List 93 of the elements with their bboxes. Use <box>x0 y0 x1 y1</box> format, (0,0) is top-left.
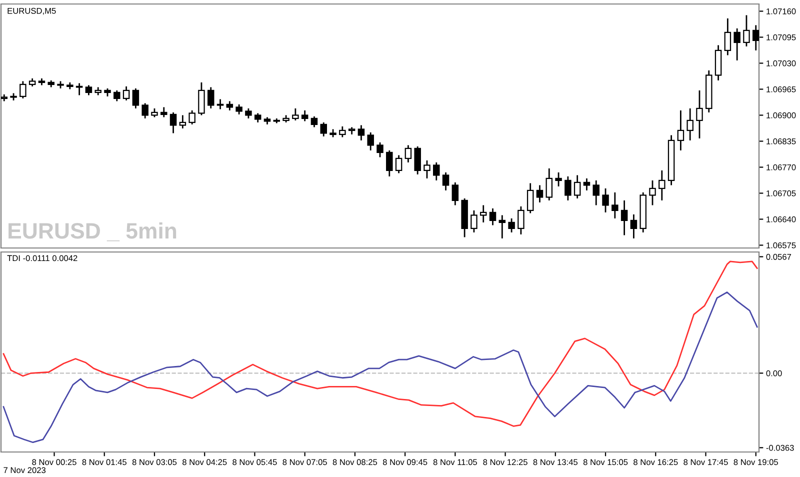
x-tick-label: 8 Nov 05:45 <box>232 459 277 466</box>
y-tick-label: 1.07030 <box>766 60 796 66</box>
candlestick <box>142 102 148 120</box>
line-series <box>2 292 758 444</box>
x-tick-label: 8 Nov 00:25 <box>32 459 76 466</box>
candlestick <box>160 106 168 118</box>
x-tick-label: 8 Nov 15:05 <box>583 459 628 466</box>
candlestick <box>470 210 478 234</box>
candlestick <box>414 146 421 176</box>
y-tick-label: 1.06965 <box>766 86 796 92</box>
candlestick <box>20 80 26 100</box>
candlestick <box>320 122 327 138</box>
candlestick <box>236 104 242 116</box>
candlestick <box>339 126 346 138</box>
x-tick-label: 8 Nov 13:45 <box>533 459 578 466</box>
candlestick <box>734 28 740 62</box>
candlestick <box>216 98 224 110</box>
x-tick-label: 8 Nov 03:05 <box>132 459 177 466</box>
candlestick <box>536 184 544 204</box>
candlestick <box>132 88 140 110</box>
candlestick <box>376 142 384 158</box>
chart-title: TDI -0.0111 0.0042 <box>7 255 78 262</box>
candlestick <box>583 178 590 192</box>
x-tick-label: 8 Nov 01:45 <box>82 459 126 466</box>
candlestick <box>564 176 572 202</box>
x-tick-label: 8 Nov 16:25 <box>634 459 678 466</box>
candlestick <box>245 108 252 120</box>
chart-title: EURUSD,M5 <box>8 8 56 15</box>
candlestick <box>649 180 656 206</box>
candlestick <box>480 204 487 224</box>
candlestick <box>508 218 515 234</box>
candlestick <box>76 82 83 96</box>
y-tick-label: 1.06770 <box>766 164 796 170</box>
x-tick-label: 8 Nov 08:25 <box>332 459 378 466</box>
y-tick-label: 1.06835 <box>766 138 796 144</box>
x-tick-label: 8 Nov 09:45 <box>382 459 428 466</box>
candlestick <box>620 200 628 236</box>
y-tick-label: -0.0363 <box>766 444 794 451</box>
candlestick <box>404 144 412 164</box>
candlestick <box>743 14 750 48</box>
candlestick <box>179 114 186 130</box>
candlestick <box>198 82 205 116</box>
candlestick <box>574 174 581 200</box>
candlestick <box>207 86 214 110</box>
candlestick <box>612 192 618 220</box>
candlestick <box>686 108 694 142</box>
candlestick <box>424 160 430 180</box>
candlestick <box>555 172 562 188</box>
x-tick-label: 8 Nov 17:45 <box>684 459 728 466</box>
candlestick <box>518 206 524 236</box>
x-tick-label: 8 Nov 19:05 <box>734 459 778 466</box>
candlestick <box>292 108 299 122</box>
candlestick <box>85 84 92 96</box>
candlestick <box>630 214 638 240</box>
candlestick <box>188 110 196 126</box>
y-tick-label: 1.06705 <box>766 190 796 196</box>
candlestick <box>489 208 496 226</box>
y-tick-label: 0.00 <box>766 370 782 376</box>
x-tick-label: 8 Nov 04:25 <box>182 459 227 466</box>
x-tick-label: 8 Nov 07:05 <box>282 459 327 466</box>
candlestick <box>254 112 262 124</box>
candlestick <box>114 90 120 102</box>
line-series <box>2 260 758 427</box>
candlestick <box>592 180 600 206</box>
candlestick <box>452 182 459 206</box>
candlestick <box>433 162 440 182</box>
candlestick <box>546 168 553 202</box>
x-tick-label: 8 Nov 12:25 <box>483 459 528 466</box>
candlestick <box>122 86 130 102</box>
candlestick <box>386 150 393 178</box>
candlestick <box>395 154 402 174</box>
candlestick <box>367 132 374 152</box>
candlestick <box>696 90 703 140</box>
candlestick <box>602 188 609 214</box>
y-tick-label: 1.07095 <box>766 34 796 40</box>
candlestick <box>677 110 684 152</box>
candlestick <box>226 100 234 112</box>
y-tick-label: 1.07160 <box>766 8 796 14</box>
y-tick-label: 1.06575 <box>766 242 796 248</box>
candlestick <box>442 172 450 192</box>
y-tick-label: 1.06900 <box>766 112 796 118</box>
y-tick-label: 0.0567 <box>766 254 792 260</box>
y-tick-label: 1.06640 <box>766 216 796 222</box>
candlestick <box>301 110 308 122</box>
x-tick-label: 8 Nov 11:05 <box>433 459 477 466</box>
candlestick <box>724 18 732 56</box>
candlestick <box>310 116 318 128</box>
candlestick <box>170 112 177 134</box>
text: 7 Nov 2023 <box>4 467 46 474</box>
candlestick <box>658 170 666 202</box>
candlestick <box>526 182 534 214</box>
candlestick <box>358 124 365 142</box>
candlestick <box>498 214 506 240</box>
